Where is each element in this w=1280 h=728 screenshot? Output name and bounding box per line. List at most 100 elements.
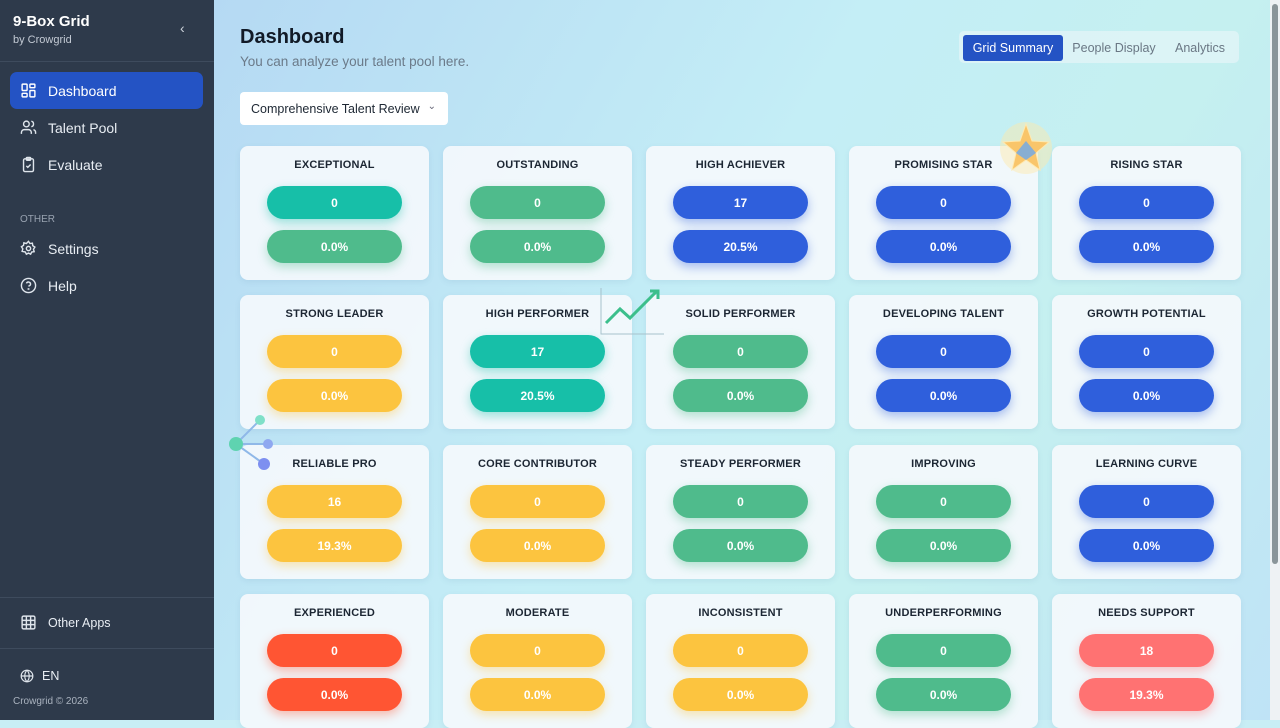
box-label: STEADY PERFORMER: [680, 458, 801, 470]
grid-box-card[interactable]: DEVELOPING TALENT 0 0.0%: [849, 295, 1038, 429]
tab-people-display[interactable]: People Display: [1072, 41, 1156, 55]
box-count: 0: [470, 485, 605, 518]
box-label: STRONG LEADER: [285, 308, 384, 320]
grid-box-card[interactable]: GROWTH POTENTIAL 0 0.0%: [1052, 295, 1241, 429]
box-label: UNDERPERFORMING: [885, 607, 1002, 619]
box-percentage: 20.5%: [673, 230, 808, 263]
box-count: 0: [1079, 186, 1214, 219]
users-icon: [20, 120, 37, 134]
box-percentage: 0.0%: [470, 678, 605, 711]
box-label: INCONSISTENT: [698, 607, 783, 619]
other-apps-button[interactable]: Other Apps: [10, 604, 203, 641]
review-select-value: Comprehensive Talent Review: [251, 101, 420, 116]
box-label: IMPROVING: [911, 458, 976, 470]
sidebar: 9-Box Grid by Crowgrid ‹ Dashboard Talen…: [0, 0, 214, 720]
sidebar-item-talent-pool[interactable]: Talent Pool: [10, 109, 203, 146]
box-percentage: 0.0%: [876, 529, 1011, 562]
divider: [0, 648, 214, 649]
box-count: 0: [1079, 485, 1214, 518]
box-label: MODERATE: [505, 607, 570, 619]
box-label: OUTSTANDING: [496, 159, 579, 171]
grid-box-card[interactable]: EXPERIENCED 0 0.0%: [240, 594, 429, 728]
box-count: 0: [267, 634, 402, 667]
box-label: NEEDS SUPPORT: [1098, 607, 1195, 619]
grid-box-card[interactable]: LEARNING CURVE 0 0.0%: [1052, 445, 1241, 579]
grid-box-card[interactable]: RELIABLE PRO 16 19.3%: [240, 445, 429, 579]
sidebar-item-label: Settings: [48, 240, 99, 257]
sidebar-item-settings[interactable]: Settings: [10, 230, 203, 267]
trend-chart-icon: [600, 288, 664, 335]
box-label: PROMISING STAR: [894, 159, 993, 171]
box-percentage: 0.0%: [1079, 379, 1214, 412]
box-label: GROWTH POTENTIAL: [1087, 308, 1206, 320]
box-count: 16: [267, 485, 402, 518]
grid-box-card[interactable]: SOLID PERFORMER 0 0.0%: [646, 295, 835, 429]
sidebar-item-label: Dashboard: [48, 82, 117, 99]
box-percentage: 0.0%: [876, 230, 1011, 263]
sidebar-item-dashboard[interactable]: Dashboard: [10, 72, 203, 109]
footer-copyright: Crowgrid © 2026: [13, 696, 89, 707]
sidebar-item-help[interactable]: Help: [10, 267, 203, 304]
language-label: EN: [42, 668, 60, 683]
page-subtitle: You can analyze your talent pool here.: [240, 54, 470, 69]
box-count: 0: [876, 186, 1011, 219]
gear-icon: [20, 240, 36, 256]
box-percentage: 0.0%: [267, 379, 402, 412]
app-title: 9-Box Grid: [13, 13, 90, 30]
other-apps-label: Other Apps: [48, 615, 111, 630]
grid-box-card[interactable]: RISING STAR 0 0.0%: [1052, 146, 1241, 280]
tab-analytics[interactable]: Analytics: [1174, 41, 1226, 55]
sidebar-item-label: Talent Pool: [48, 119, 118, 136]
grid-box-card[interactable]: INCONSISTENT 0 0.0%: [646, 594, 835, 728]
box-percentage: 0.0%: [673, 678, 808, 711]
grid-box-card[interactable]: NEEDS SUPPORT 18 19.3%: [1052, 594, 1241, 728]
collapse-sidebar-button[interactable]: ‹: [180, 20, 185, 36]
view-tabs: Grid Summary People Display Analytics: [959, 31, 1239, 63]
box-label: RISING STAR: [1110, 159, 1183, 171]
language-selector[interactable]: EN: [10, 657, 203, 694]
box-count: 0: [267, 186, 402, 219]
box-percentage: 0.0%: [267, 678, 402, 711]
box-percentage: 19.3%: [1079, 678, 1214, 711]
divider: [0, 597, 214, 598]
grid-box-card[interactable]: EXCEPTIONAL 0 0.0%: [240, 146, 429, 280]
box-percentage: 19.3%: [267, 529, 402, 562]
sidebar-item-evaluate[interactable]: Evaluate: [10, 146, 203, 183]
grid-box-card[interactable]: CORE CONTRIBUTOR 0 0.0%: [443, 445, 632, 579]
grid-icon: [21, 615, 36, 630]
box-label: HIGH ACHIEVER: [695, 159, 786, 171]
box-count: 0: [470, 634, 605, 667]
grid-box-card[interactable]: IMPROVING 0 0.0%: [849, 445, 1038, 579]
box-percentage: 0.0%: [470, 230, 605, 263]
box-percentage: 0.0%: [876, 678, 1011, 711]
box-percentage: 0.0%: [673, 379, 808, 412]
grid-box-card[interactable]: MODERATE 0 0.0%: [443, 594, 632, 728]
box-label: SOLID PERFORMER: [685, 308, 796, 320]
grid-box-card[interactable]: OUTSTANDING 0 0.0%: [443, 146, 632, 280]
box-percentage: 0.0%: [876, 379, 1011, 412]
box-percentage: 0.0%: [470, 529, 605, 562]
box-label: RELIABLE PRO: [292, 458, 377, 470]
box-count: 18: [1079, 634, 1214, 667]
box-count: 0: [673, 485, 808, 518]
grid-box-card[interactable]: STRONG LEADER 0 0.0%: [240, 295, 429, 429]
grid-box-card[interactable]: HIGH ACHIEVER 17 20.5%: [646, 146, 835, 280]
box-label: DEVELOPING TALENT: [882, 308, 1005, 320]
grid-box-card[interactable]: UNDERPERFORMING 0 0.0%: [849, 594, 1038, 728]
clipboard-check-icon: [22, 156, 35, 173]
globe-icon: [20, 669, 34, 682]
box-percentage: 20.5%: [470, 379, 605, 412]
page-title: Dashboard: [240, 26, 345, 48]
grid-box-card[interactable]: STEADY PERFORMER 0 0.0%: [646, 445, 835, 579]
box-percentage: 0.0%: [673, 529, 808, 562]
grid-box-card[interactable]: PROMISING STAR 0 0.0%: [849, 146, 1038, 280]
chevron-down-icon: ⌄: [427, 101, 436, 112]
review-select[interactable]: Comprehensive Talent Review ⌄: [240, 92, 448, 125]
box-count: 17: [673, 186, 808, 219]
tab-grid-summary[interactable]: Grid Summary: [963, 35, 1063, 61]
network-decoration-icon: [229, 415, 273, 470]
section-label-other: OTHER: [20, 214, 55, 225]
scrollbar-thumb[interactable]: [1272, 4, 1278, 564]
sidebar-item-label: Evaluate: [48, 156, 103, 173]
box-count: 0: [1079, 335, 1214, 368]
